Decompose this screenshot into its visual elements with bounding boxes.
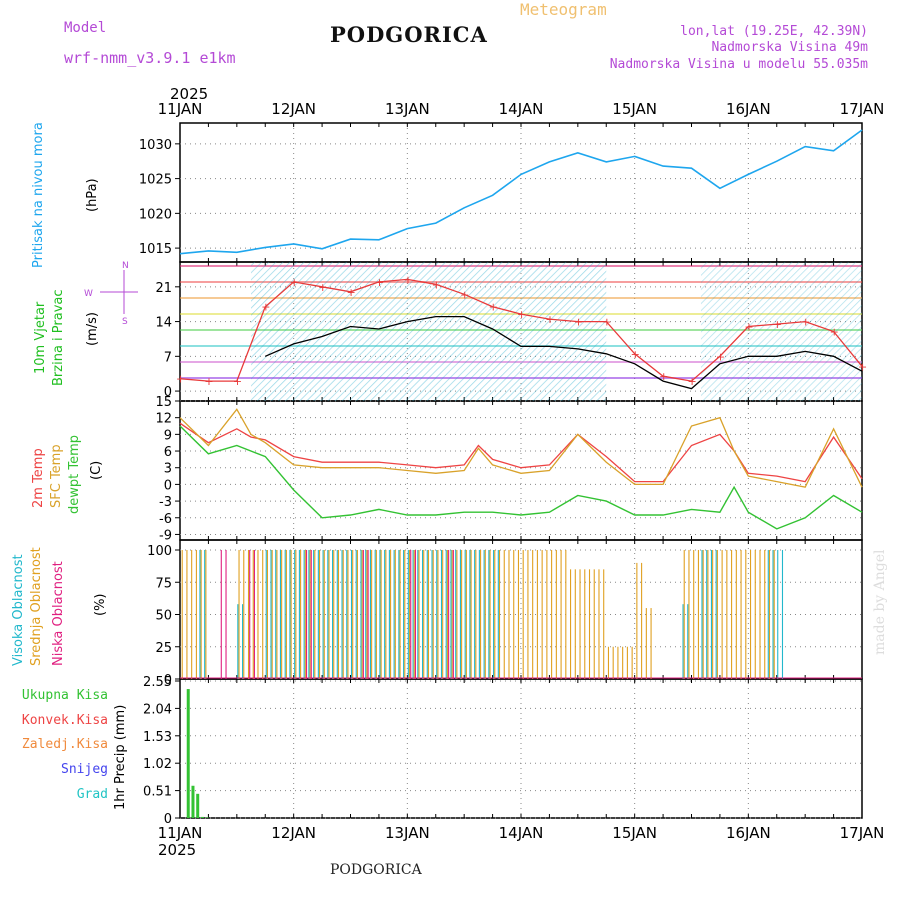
wind-speed-line [265, 315, 863, 390]
wind-gust-marker: + [290, 276, 299, 289]
x-tick-top: 15JAN [612, 100, 657, 118]
station-footer: PODGORICA [330, 862, 422, 878]
cloud-ylabel-high: Visoka Oblacnost [11, 554, 26, 666]
wind-gust-marker: + [318, 281, 327, 294]
wind-gust-marker: + [403, 273, 412, 286]
pressure-unit: (hPa) [85, 178, 100, 212]
pressure-ylabel: Pritisak na nivou mora [31, 122, 46, 268]
wind-gust-marker: + [830, 326, 839, 339]
wind-gust-marker: + [375, 276, 384, 289]
wind-barb-field [251, 262, 607, 401]
cloud-unit: (%) [93, 594, 108, 617]
wind-gust-marker: + [631, 348, 640, 361]
precip-bar [191, 785, 195, 818]
temp-unit: (C) [89, 461, 104, 480]
wind-key-s: S [122, 317, 128, 327]
cloud-ylabel-mid: Srednja Oblacnost [29, 547, 44, 666]
model-label: Model [64, 20, 107, 36]
x-tick-top: 14JAN [499, 100, 544, 118]
precip-unit: 1hr Precip (mm) [113, 705, 128, 810]
wind-gust-marker: + [545, 313, 554, 326]
cloud-ylabel-low: Niska Oblacnost [51, 561, 66, 666]
wind-gust-marker: + [744, 321, 753, 334]
legend-snow: Snijeg [61, 762, 108, 777]
model-altitude-label: Nadmorska Visina u modelu 55.035m [609, 57, 868, 72]
wind-ylabel-sub: Brzina i Pravac [51, 289, 66, 386]
panel-frame [179, 261, 863, 402]
legend-hail: Grad [76, 787, 108, 802]
x-tick-top: 16JAN [726, 100, 771, 118]
precip-bar [205, 817, 209, 818]
wind-gust-marker: + [261, 301, 270, 314]
temp-ylabel-dewpt: dewpt Temp [67, 435, 82, 514]
panel-frame [179, 678, 863, 819]
x-tick-bottom: 13JAN [385, 824, 430, 842]
page-title: PODGORICA [330, 22, 488, 47]
panel-frame [179, 539, 863, 680]
legend-total-rain: Ukupna Kisa [21, 688, 108, 703]
axis-titles: Pritisak na nivou mora (hPa) 10m Vjetar … [11, 122, 128, 810]
wind-gust-marker: + [204, 375, 213, 388]
temp-ylabel-2m: 2m Temp [31, 448, 46, 508]
temp-2m-line [179, 422, 863, 483]
wind-gust-marker: + [517, 308, 526, 321]
lonlat-label: lon,lat (19.25E, 42.39N) [680, 24, 868, 39]
wind-gust-marker: + [688, 375, 697, 388]
wind-gust-marker: + [716, 350, 725, 363]
legend-freezing-rain: Zaledj.Kisa [21, 737, 108, 752]
wind-barb-field [700, 262, 862, 401]
wind-gust-marker: + [659, 370, 668, 383]
wind-gust-marker: + [489, 301, 498, 314]
x-tick-top: 13JAN [385, 100, 430, 118]
wind-gust-line [179, 278, 863, 382]
temp-dewpt-line [179, 425, 863, 530]
x-tick-bottom: 15JAN [612, 824, 657, 842]
precip-bar [186, 689, 190, 818]
wind-key-n: N [122, 261, 129, 271]
meteogram-label: Meteogram [520, 0, 607, 19]
wind-gust-marker: + [233, 375, 242, 388]
x-tick-bottom: 16JAN [726, 824, 771, 842]
altitude-label: Nadmorska Visina 49m [711, 40, 868, 55]
wind-gust-marker: + [347, 286, 356, 299]
wind-gust-marker: + [858, 360, 867, 373]
x-tick-bottom: 17JAN [840, 824, 885, 842]
wind-gust-marker: + [574, 316, 583, 329]
x-tick-bottom: 14JAN [499, 824, 544, 842]
panel-frame [179, 122, 863, 263]
temp-sfc-line [179, 408, 863, 488]
wind-gust-marker: + [460, 288, 469, 301]
panel-frame [179, 400, 863, 541]
precip-bar [196, 793, 200, 818]
credit-label: made by Angel [872, 549, 888, 656]
wind-gust-marker: + [773, 318, 782, 331]
model-name: wrf-nmm_v3.9.1 e1km [64, 49, 236, 67]
wind-unit: (m/s) [85, 312, 100, 346]
wind-ylabel: 10m Vjetar [33, 301, 48, 374]
precip-bar [200, 816, 204, 818]
wind-gust-marker: + [801, 316, 810, 329]
legend-convective-rain: Konvek.Kisa [21, 713, 108, 728]
wind-direction-key: N E W S [84, 261, 138, 327]
x-tick-top: 12JAN [271, 100, 316, 118]
x-tick-bottom: 12JAN [271, 824, 316, 842]
wind-key-w: W [84, 289, 93, 299]
wind-gust-marker: + [432, 278, 441, 291]
temp-ylabel-sfc: SFC Temp [49, 444, 64, 508]
x-tick-top: 17JAN [840, 100, 885, 118]
pressure-line [179, 129, 863, 255]
wind-gust-marker: + [602, 316, 611, 329]
